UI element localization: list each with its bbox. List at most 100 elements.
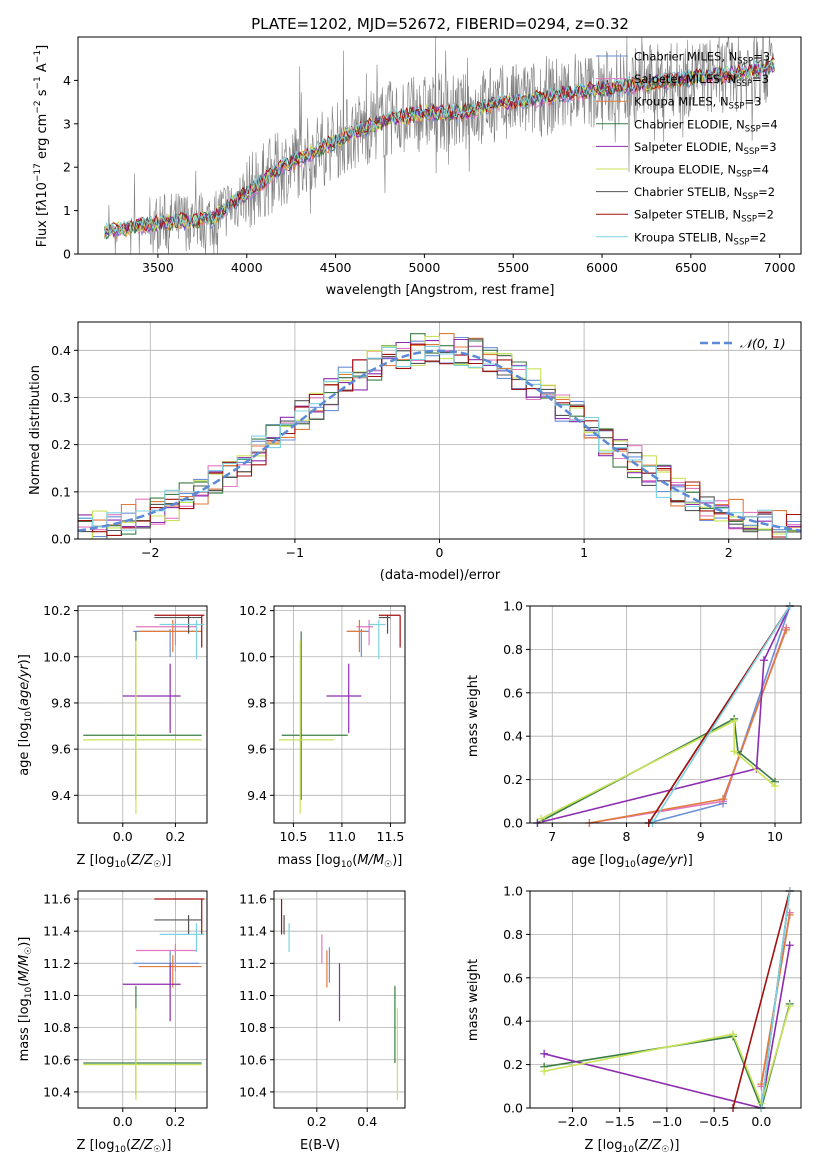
- y-tick-label: 10.6: [239, 1052, 267, 1067]
- ageZ-ylabel: age [log10(age/yr)]: [17, 654, 34, 776]
- weight-marker: [730, 747, 739, 756]
- y-tick-label: 10.4: [43, 1084, 71, 1099]
- gaussian-curve: [77, 349, 802, 532]
- y-tick-label: 11.0: [239, 988, 267, 1003]
- y-tick-label: 9.6: [247, 742, 267, 757]
- x-tick-label: 2: [725, 545, 733, 560]
- x-tick-label: 0: [436, 545, 444, 560]
- residual-histogram-panel: −2 −1 0 1 2 0.0 0.1 0.2 0.3 0.4 (data-model)/erro…: [28, 321, 802, 583]
- spectrum-xlabel: wavelength [Angstrom, rest frame]: [326, 283, 555, 298]
- weight-line-salpeter-elodie: [537, 605, 791, 824]
- legend-subscript: SSP: [741, 215, 757, 225]
- y-tick-label: 10.0: [239, 649, 267, 664]
- legend-subscript: SSP: [729, 102, 745, 112]
- x-tick-label: 10: [767, 829, 783, 844]
- spectrum-frame: [77, 36, 802, 255]
- y-tick-label: 11.6: [239, 892, 267, 907]
- weight-marker: [771, 782, 780, 791]
- weight-marker: [729, 1030, 738, 1039]
- spectrum-legend: Chabrier MILES, NSSP=3 Salpeter MILES, NS…: [596, 50, 778, 247]
- y-tick-label: 0.2: [51, 437, 71, 452]
- x-tick-label: 6000: [586, 260, 618, 275]
- x-tick-label: 9: [697, 829, 705, 844]
- y-tick-label: 10.0: [43, 649, 71, 664]
- legend-label: Salpeter ELODIE, NSSP=3: [634, 140, 777, 157]
- weight-line-kroupa-stelib: [760, 890, 791, 1109]
- y-tick-label: 4: [63, 73, 71, 88]
- legend-label: Chabrier ELODIE, NSSP=4: [634, 117, 778, 134]
- x-tick-label: 0.2: [165, 829, 185, 844]
- weight-marker: [785, 941, 794, 950]
- weight-marker: [719, 795, 728, 804]
- massZ-ylabel: mass [log10(M/M☉)]: [17, 937, 34, 1062]
- spectrum-ylabel: Flux [fλ10−17 erg cm−2 s−1 A−1]: [33, 45, 50, 247]
- wZ-xlabel: Z [log10(Z/Z☉)]: [585, 1138, 680, 1155]
- legend-count: =4: [761, 117, 778, 131]
- mass-vs-Z-panel: 0.0 0.2 10.4 10.6 10.8 11.0 11.2 11.4 11.6: [43, 890, 208, 1129]
- legend-count: =2: [757, 208, 774, 222]
- y-tick-label: 0.8: [503, 927, 523, 942]
- y-tick-label: 0.6: [503, 685, 523, 700]
- legend-subscript: SSP: [737, 57, 753, 67]
- age-vs-mass-panel: 10.5 11.0 11.5 9.4 9.6 9.8 10.0 10.2: [239, 603, 406, 844]
- y-tick-label: 10.2: [239, 603, 267, 618]
- x-tick-label: −1.5: [605, 1114, 635, 1129]
- weight-line-kroupa-elodie: [544, 1005, 791, 1107]
- axes-frame: [529, 605, 802, 824]
- axes-frame: [273, 890, 406, 1109]
- y-tick-label: 9.4: [51, 788, 71, 803]
- gaussian-legend-label: 𝒩(0, 1): [740, 336, 786, 351]
- y-tick-label: 11.2: [239, 956, 267, 971]
- x-tick-label: 0.2: [307, 1114, 327, 1129]
- agemass-xlabel: mass [log10(M/M☉)]: [278, 853, 403, 870]
- x-tick-label: 1: [580, 545, 588, 560]
- histogram-xlabel: (data-model)/error: [380, 568, 501, 583]
- mass-vs-ebv-panel: 0.2 0.4 10.4 10.6 10.8 11.0 11.2 11.4 11.6: [239, 890, 406, 1129]
- x-tick-label: 11.0: [328, 829, 356, 844]
- spectrum-panel: 3500 4000 4500 5000 5500 6000 6500 7000 0 1 2 3 4 wa…: [33, 36, 802, 298]
- age-vs-Z-panel: 0.0 0.2 9.4 9.6 9.8 10.0 10.2: [43, 603, 208, 844]
- legend-subscript: SSP: [742, 192, 758, 202]
- y-tick-label: 1.0: [503, 599, 523, 614]
- legend-label: Salpeter MILES, NSSP=3: [634, 72, 769, 89]
- y-tick-label: 11.4: [239, 924, 267, 939]
- legend-label: Kroupa STELIB, NSSP=2: [634, 230, 766, 247]
- legend-subscript: SSP: [745, 124, 761, 134]
- y-tick-label: 0.3: [51, 390, 71, 405]
- massZ-xlabel: Z [log10(Z/Z☉)]: [77, 1138, 172, 1155]
- legend-count: =3: [744, 95, 761, 109]
- x-tick-label: 11.5: [377, 829, 405, 844]
- x-tick-label: 8: [623, 829, 631, 844]
- y-tick-label: 2: [63, 160, 71, 175]
- y-tick-label: 0.8: [503, 642, 523, 657]
- y-tick-label: 0.0: [503, 816, 523, 831]
- weight-marker: [540, 1049, 549, 1058]
- x-tick-label: 5000: [408, 260, 440, 275]
- x-tick-label: 0.2: [165, 1114, 185, 1129]
- x-tick-label: −1: [286, 545, 304, 560]
- x-tick-label: −0.5: [699, 1114, 729, 1129]
- y-tick-label: 0: [63, 247, 71, 262]
- x-tick-label: 0.0: [113, 1114, 133, 1129]
- ageZ-xlabel: Z [log10(Z/Z☉)]: [77, 853, 172, 870]
- weight-marker: [540, 1067, 549, 1076]
- weight-marker: [730, 717, 739, 726]
- ebv-xlabel: E(B-V): [300, 1138, 340, 1153]
- mass-weight-vs-Z-panel: −2.0 −1.5 −1.0 −0.5 0.0 0.0 0.2 0.4 0.6 0.8 1.0: [503, 884, 802, 1129]
- weight-marker: [759, 656, 768, 665]
- legend-subscript: SSP: [734, 237, 750, 247]
- weight-line-kroupa-elodie: [540, 719, 776, 820]
- x-tick-label: 4000: [231, 260, 263, 275]
- legend-count: =3: [752, 72, 769, 86]
- legend-count: =4: [752, 163, 769, 177]
- axes-frame: [529, 890, 802, 1109]
- legend-count: =3: [760, 140, 777, 154]
- legend-label: Salpeter STELIB, NSSP=2: [634, 208, 774, 225]
- y-tick-label: 1.0: [503, 884, 523, 899]
- y-tick-label: 0.0: [503, 1101, 523, 1116]
- legend-count: =2: [758, 185, 775, 199]
- y-tick-label: 10.8: [43, 1020, 71, 1035]
- y-tick-label: 9.8: [51, 695, 71, 710]
- y-tick-label: 10.6: [43, 1052, 71, 1067]
